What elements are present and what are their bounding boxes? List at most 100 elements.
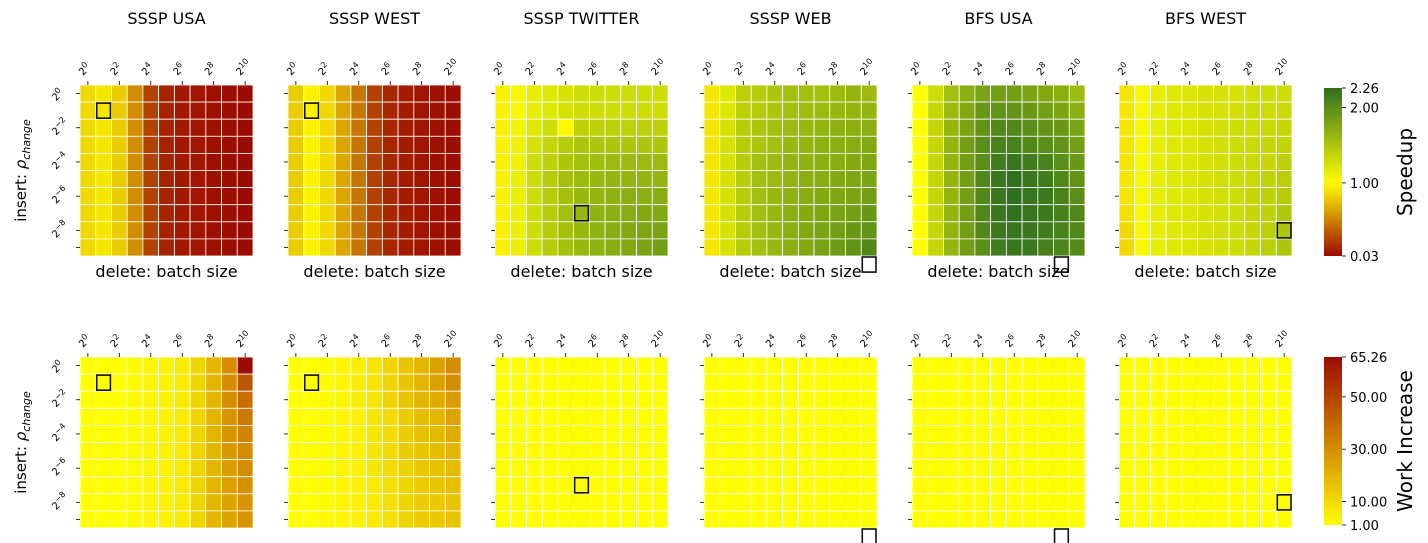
heatmap-cell <box>620 476 637 495</box>
heatmap-cell <box>444 221 462 240</box>
heatmap-cell <box>750 442 768 461</box>
heatmap-cell <box>1150 152 1167 171</box>
heatmap-cell <box>142 135 160 154</box>
heatmap-cell <box>557 442 575 461</box>
heatmap-cell <box>813 476 831 495</box>
x-tick-label: 28 <box>409 60 427 78</box>
heatmap-cell <box>735 238 752 257</box>
heatmap-cell <box>829 204 846 223</box>
heatmap-cell <box>173 424 191 443</box>
heatmap-cell <box>588 510 606 529</box>
heatmap-cell <box>1037 407 1054 426</box>
heatmap-cell <box>79 170 97 189</box>
heatmap-cell <box>1134 84 1151 103</box>
heatmap-cell <box>111 84 128 103</box>
heatmap-cell <box>719 424 736 443</box>
heatmap-cell <box>1134 152 1151 171</box>
heatmap-cell <box>1053 135 1070 154</box>
heatmap-cell <box>350 187 368 206</box>
heatmap-cell <box>845 390 862 409</box>
heatmap-cell <box>604 187 622 206</box>
heatmap-cell <box>1260 221 1277 240</box>
heatmap-cell <box>142 442 160 461</box>
heatmap-cell <box>1150 221 1167 240</box>
heatmap-cell <box>444 135 462 154</box>
heatmap-cell <box>1118 238 1136 257</box>
heatmap-cell <box>444 356 462 375</box>
heatmap-cell <box>1244 170 1261 189</box>
heatmap-cell <box>782 356 799 375</box>
highlight-box <box>1053 256 1070 273</box>
heatmap-cell <box>1068 510 1086 529</box>
heatmap-cell <box>829 373 846 392</box>
heatmap-cell <box>173 170 191 189</box>
x-tick-label: 28 <box>616 60 634 78</box>
heatmap-cell <box>79 135 97 154</box>
heatmap-cell <box>350 442 368 461</box>
heatmap-cell <box>1068 118 1086 137</box>
heatmap-cell <box>766 407 784 426</box>
heatmap-cell <box>860 101 878 120</box>
heatmap-cell <box>651 424 669 443</box>
heatmap-cell <box>651 152 669 171</box>
heatmap-cell <box>974 493 992 512</box>
heatmap-cell <box>287 424 305 443</box>
heatmap-cell <box>911 152 929 171</box>
heatmap-cell <box>797 238 815 257</box>
heatmap-cell <box>1244 101 1261 120</box>
heatmap-cell <box>1134 221 1151 240</box>
heatmap-cell <box>990 390 1007 409</box>
heatmap-cell <box>158 170 175 189</box>
heatmap-cell <box>413 356 430 375</box>
heatmap-cell <box>750 356 768 375</box>
heatmap-cell <box>829 238 846 257</box>
heatmap-cell <box>173 187 191 206</box>
x-tick-label: 24 <box>553 60 571 78</box>
heatmap-cell <box>829 407 846 426</box>
x-tick-label: 20 <box>907 332 925 350</box>
heatmap-cell <box>510 476 527 495</box>
heatmap-cell <box>526 442 543 461</box>
heatmap-cell <box>95 187 112 206</box>
heatmap-cell <box>797 493 815 512</box>
heatmap-cell <box>620 152 637 171</box>
heatmap-cell <box>766 442 784 461</box>
heatmap-cell <box>1037 84 1054 103</box>
heatmap-cell <box>1181 238 1199 257</box>
colorbar-tick-label: 50.00 <box>1350 391 1387 406</box>
heatmap-cell <box>573 476 590 495</box>
heatmap-cell <box>1244 442 1261 461</box>
heatmap-cell <box>221 493 238 512</box>
heatmap-cell <box>541 424 559 443</box>
heatmap-cell <box>766 118 784 137</box>
heatmap-cell <box>620 238 637 257</box>
highlight-box <box>303 102 320 119</box>
heatmap-cell <box>303 442 320 461</box>
heatmap-cell <box>397 373 415 392</box>
heatmap-cell <box>287 84 305 103</box>
x-axis-label: delete: batch size <box>510 262 652 281</box>
heatmap-cell <box>1260 390 1277 409</box>
heatmap-cell <box>221 510 238 529</box>
heatmap-cell <box>845 135 862 154</box>
heatmap-cell <box>236 84 254 103</box>
heatmap-panel: 20 22 24 26 28 210 20 2−2 2−4 2−6 2−8 insert: ρchan… <box>12 329 254 529</box>
heatmap-cell <box>126 135 144 154</box>
heatmap-cell <box>158 459 175 478</box>
heatmap-cell <box>381 118 399 137</box>
heatmap-cell <box>413 84 430 103</box>
panel-title: BFS WEST <box>1165 9 1246 28</box>
heatmap-cell <box>750 101 768 120</box>
heatmap-panel: 20 22 24 26 28 210 <box>700 329 878 543</box>
heatmap-cell <box>287 135 305 154</box>
heatmap-cell <box>750 476 768 495</box>
heatmap-cell <box>911 238 929 257</box>
heatmap-cell <box>943 493 960 512</box>
heatmap-cell <box>158 442 175 461</box>
heatmap-cell <box>287 118 305 137</box>
heatmap-cell <box>958 390 976 409</box>
x-tick-label: 210 <box>1064 57 1086 79</box>
heatmap-cell <box>958 118 976 137</box>
heatmap-cell <box>797 152 815 171</box>
